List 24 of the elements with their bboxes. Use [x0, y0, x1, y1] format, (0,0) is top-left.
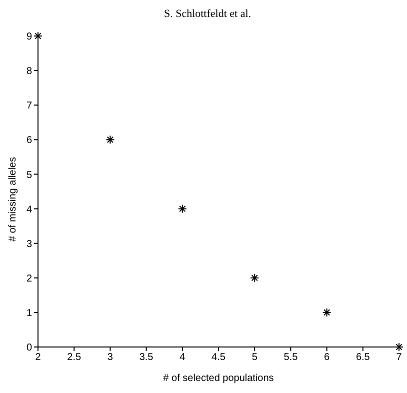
y-axis-title: # of missing alleles — [8, 157, 19, 242]
x-tick-label: 7 — [396, 352, 402, 364]
y-tick-label: 1 — [26, 308, 32, 319]
x-tick-label: 4 — [180, 352, 186, 364]
x-tick-label: 3 — [107, 352, 114, 364]
x-tick-label: 5 — [252, 352, 258, 364]
x-tick-label: 6.5 — [356, 352, 370, 364]
y-tick-label: 0 — [26, 342, 32, 354]
x-tick-label: 5.5 — [284, 352, 298, 364]
y-tick-label: 3 — [26, 238, 32, 250]
text: S. Schlottfeldt et al. — [162, 8, 252, 22]
x-tick-label: 4.5 — [212, 352, 226, 364]
x-tick-label: 2 — [35, 352, 42, 364]
x-axis-title: # of selected populations — [163, 373, 274, 384]
y-tick-label: 9 — [26, 32, 32, 43]
x-tick-label: 3.5 — [139, 352, 154, 364]
y-tick-label: 6 — [26, 135, 32, 146]
y-tick-label: 2 — [26, 273, 32, 284]
x-tick-label: 6 — [324, 352, 330, 364]
y-tick-label: 5 — [26, 170, 32, 181]
y-tick-label: 7 — [26, 100, 32, 112]
x-tick-label: 2.5 — [67, 352, 82, 364]
y-tick-label: 8 — [26, 66, 32, 78]
y-tick-label: 4 — [26, 204, 32, 216]
